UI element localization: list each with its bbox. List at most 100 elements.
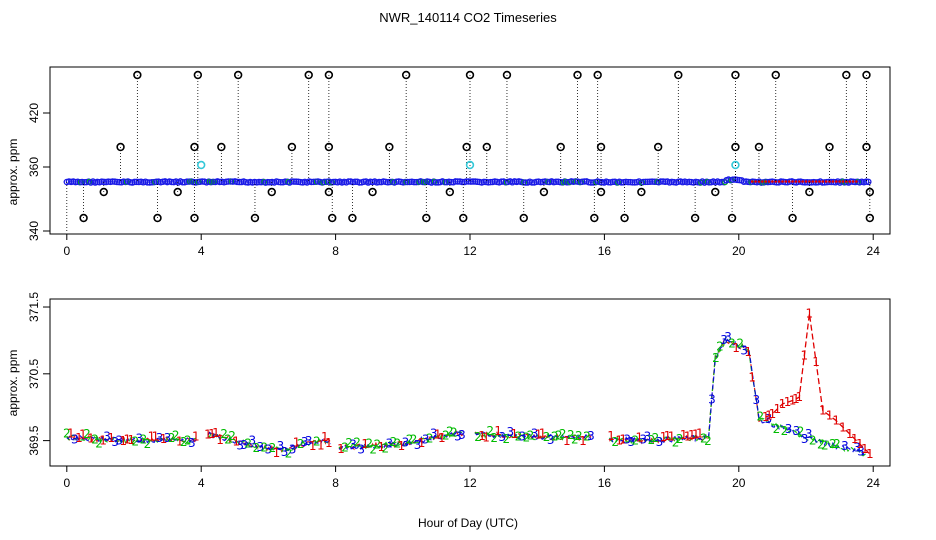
series-marker-2: 2 bbox=[369, 442, 377, 456]
calibration-point bbox=[385, 142, 394, 152]
continuous-point-red bbox=[767, 180, 771, 183]
series-marker-2: 2 bbox=[365, 436, 373, 450]
continuous-point bbox=[644, 178, 651, 186]
series-marker-2: 2 bbox=[450, 425, 458, 439]
series-marker-2: 2 bbox=[716, 340, 724, 354]
series-marker-2: 2 bbox=[652, 431, 660, 445]
series-marker-3: 3 bbox=[498, 430, 506, 444]
series-marker-2: 2 bbox=[244, 437, 252, 451]
calibration-point bbox=[842, 70, 851, 80]
series-marker-3: 3 bbox=[357, 443, 365, 457]
series-marker-2: 2 bbox=[406, 433, 414, 447]
series-line-1-excursion bbox=[765, 313, 871, 455]
series-marker-2: 2 bbox=[394, 436, 402, 450]
series-marker-2: 2 bbox=[486, 424, 494, 438]
series-marker-2: 2 bbox=[756, 410, 764, 424]
series-marker-1: 1 bbox=[619, 432, 627, 446]
series-marker-2: 2 bbox=[833, 437, 841, 451]
continuous-point bbox=[109, 178, 116, 185]
calibration-point bbox=[637, 187, 646, 197]
calibration-point bbox=[482, 142, 491, 152]
continuous-point bbox=[454, 178, 461, 185]
continuous-point-red bbox=[841, 180, 845, 183]
continuous-point bbox=[480, 178, 488, 186]
continuous-point bbox=[375, 178, 383, 186]
series-marker-1: 1 bbox=[826, 409, 834, 423]
continuous-point bbox=[321, 178, 328, 186]
continuous-point-red bbox=[791, 180, 794, 183]
continuous-point-red bbox=[804, 180, 808, 183]
calibration-point bbox=[217, 142, 226, 152]
series-marker-2: 2 bbox=[583, 430, 591, 444]
calibration-point bbox=[287, 142, 297, 152]
calibration-point bbox=[190, 213, 199, 223]
calibration-point bbox=[690, 213, 700, 223]
continuous-point bbox=[629, 179, 636, 186]
series-marker-2: 2 bbox=[63, 427, 71, 441]
series-marker-2: 2 bbox=[83, 427, 91, 441]
series-marker-2: 2 bbox=[551, 429, 559, 443]
series-marker-1: 1 bbox=[99, 434, 107, 448]
continuous-point bbox=[345, 178, 352, 185]
continuous-point-red bbox=[774, 180, 778, 183]
calibration-point bbox=[116, 142, 125, 152]
series-marker-2: 2 bbox=[523, 430, 531, 444]
continuous-point-red bbox=[808, 180, 811, 183]
continuous-point bbox=[474, 178, 481, 186]
series-marker-3: 3 bbox=[656, 435, 664, 449]
calibration-point bbox=[79, 213, 88, 223]
series-marker-1: 1 bbox=[839, 420, 847, 434]
series-marker-3: 3 bbox=[853, 441, 861, 455]
series-marker-1: 1 bbox=[779, 397, 787, 411]
calibration-point bbox=[233, 70, 243, 80]
calibration-point bbox=[324, 142, 334, 152]
calibration-point bbox=[465, 70, 475, 80]
continuous-point bbox=[528, 179, 536, 186]
continuous-point bbox=[225, 178, 232, 185]
continuous-point bbox=[447, 178, 455, 186]
series-marker-1: 1 bbox=[732, 341, 740, 355]
continuous-point bbox=[404, 178, 411, 186]
series-marker-2: 2 bbox=[220, 427, 228, 441]
reference-point bbox=[731, 160, 740, 170]
calibration-point bbox=[556, 142, 565, 152]
calibration-point bbox=[754, 142, 764, 152]
series-marker-3: 3 bbox=[236, 439, 244, 453]
continuous-point-red bbox=[750, 180, 754, 183]
x-tick-label: 16 bbox=[598, 244, 612, 258]
calibration-point bbox=[445, 187, 455, 197]
series-line-3 bbox=[66, 337, 867, 456]
series-marker-2: 2 bbox=[313, 434, 321, 448]
series-marker-2: 2 bbox=[172, 429, 180, 443]
continuous-point bbox=[465, 178, 472, 185]
series-marker-1: 1 bbox=[79, 428, 87, 442]
series-marker-2: 2 bbox=[797, 424, 805, 438]
x-tick-label: 4 bbox=[198, 476, 205, 490]
series-marker-1: 1 bbox=[67, 427, 75, 441]
bottom-panel: approx. ppm 0 4 8 12 16 20 24369.5370.5371.521… bbox=[6, 292, 891, 490]
continuous-point-red bbox=[777, 180, 781, 183]
series-marker-1: 1 bbox=[856, 437, 864, 451]
continuous-point-red bbox=[828, 180, 831, 183]
series-marker-2: 2 bbox=[728, 336, 736, 350]
series-marker-2: 2 bbox=[712, 351, 720, 365]
x-tick-label: 0 bbox=[63, 244, 70, 258]
x-tick-label: 16 bbox=[598, 476, 612, 490]
series-marker-2: 2 bbox=[132, 435, 140, 449]
series-marker-3: 3 bbox=[841, 439, 849, 453]
series-marker-2: 2 bbox=[474, 430, 482, 444]
series-marker-3: 3 bbox=[454, 429, 462, 443]
series-marker-3: 3 bbox=[289, 443, 297, 457]
chart-title: NWR_140114 CO2 Timeseries bbox=[379, 10, 557, 25]
continuous-point bbox=[356, 179, 363, 186]
continuous-point bbox=[310, 178, 317, 186]
series-marker-1: 1 bbox=[636, 430, 644, 444]
series-marker-1: 1 bbox=[692, 428, 700, 442]
continuous-point bbox=[452, 178, 459, 185]
calibration-point bbox=[596, 142, 606, 152]
continuous-point bbox=[865, 178, 872, 186]
series-marker-1: 1 bbox=[511, 427, 519, 441]
series-marker-2: 2 bbox=[341, 440, 349, 454]
continuous-point bbox=[292, 178, 300, 185]
calibration-point bbox=[462, 142, 471, 152]
